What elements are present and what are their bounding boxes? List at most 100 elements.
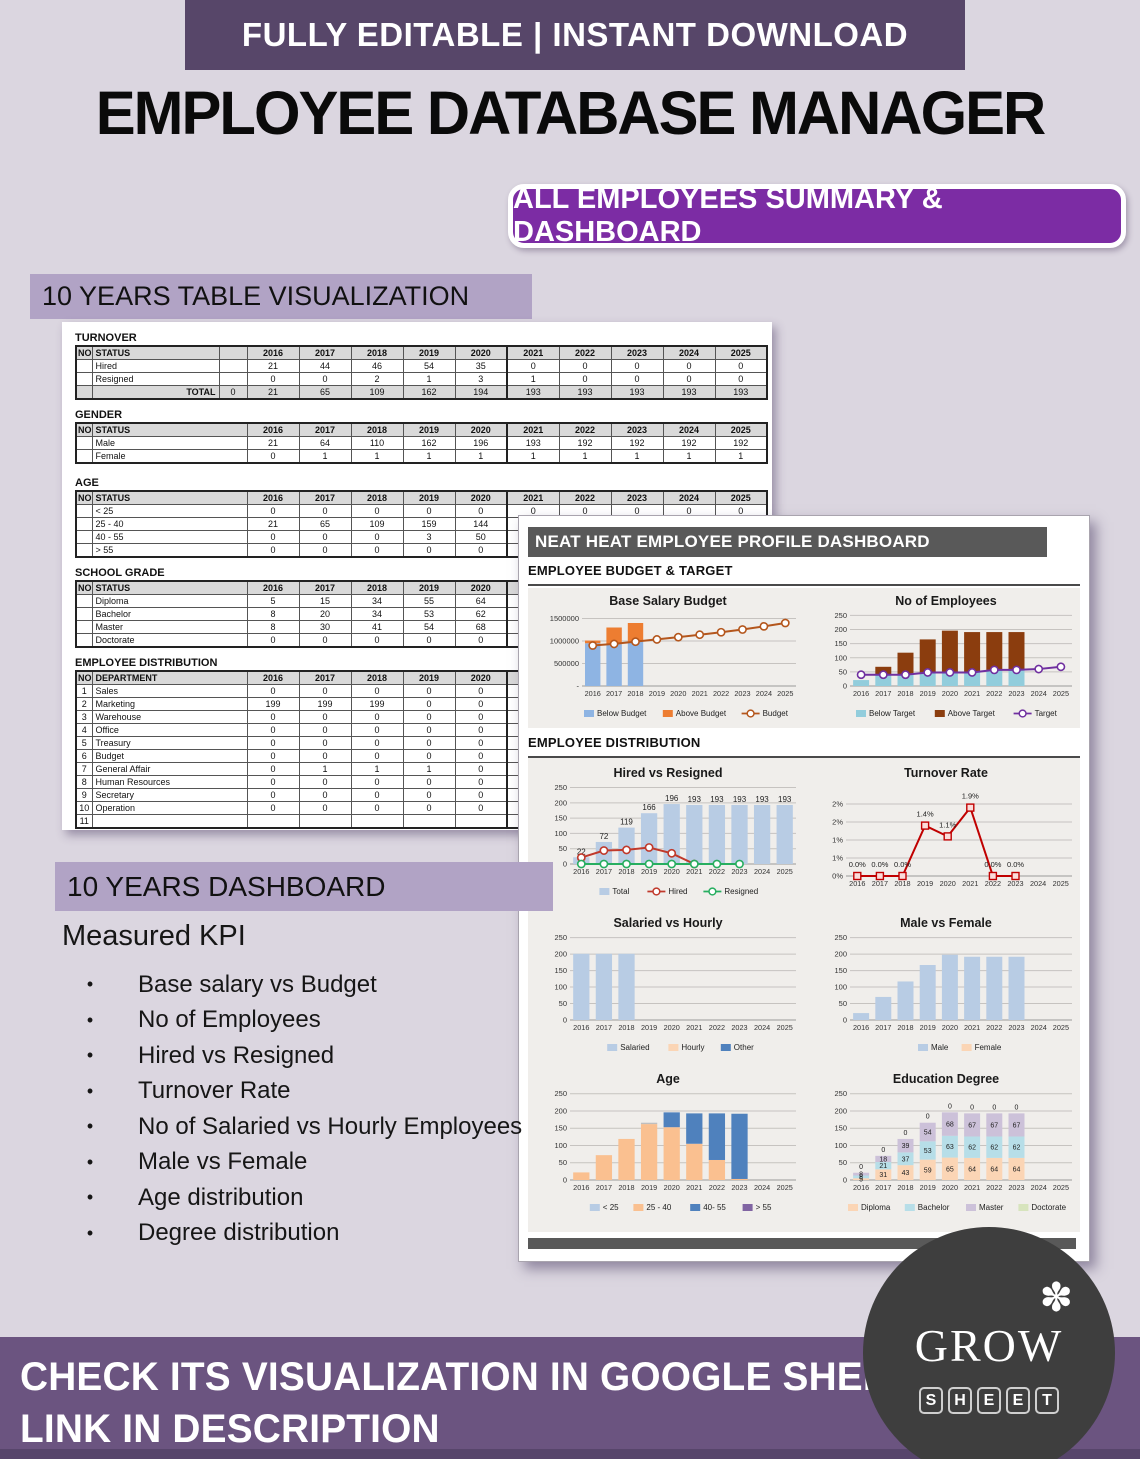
svg-text:2023: 2023 (731, 867, 747, 876)
svg-text:43: 43 (902, 1170, 910, 1177)
svg-text:100: 100 (554, 1141, 567, 1150)
svg-text:67: 67 (968, 1122, 976, 1129)
page-title: EMPLOYEE DATABASE MANAGER (95, 79, 1046, 147)
svg-text:22: 22 (577, 847, 586, 856)
svg-text:200: 200 (554, 798, 567, 807)
svg-text:2018: 2018 (627, 689, 643, 698)
svg-text:2024: 2024 (1031, 689, 1047, 698)
svg-text:2024: 2024 (1031, 1023, 1047, 1032)
svg-text:59: 59 (924, 1167, 932, 1174)
svg-text:2020: 2020 (942, 1183, 958, 1192)
svg-text:2020: 2020 (940, 879, 956, 888)
svg-text:2021: 2021 (686, 1023, 702, 1032)
svg-text:2024: 2024 (754, 1023, 770, 1032)
svg-text:0: 0 (859, 1164, 863, 1171)
bullet-icon: • (86, 1009, 94, 1030)
svg-text:0.0%: 0.0% (849, 860, 866, 869)
svg-text:150: 150 (554, 966, 567, 975)
svg-text:193: 193 (688, 795, 702, 804)
svg-text:2023: 2023 (731, 1023, 747, 1032)
svg-text:2022: 2022 (709, 1023, 725, 1032)
svg-text:250: 250 (834, 933, 847, 942)
svg-text:2019: 2019 (641, 1183, 657, 1192)
svg-text:250: 250 (554, 783, 567, 792)
svg-text:200: 200 (834, 625, 847, 634)
svg-text:2024: 2024 (754, 1183, 770, 1192)
svg-text:0: 0 (948, 1103, 952, 1110)
svg-text:Salaried vs Hourly: Salaried vs Hourly (613, 916, 722, 930)
svg-text:2019: 2019 (641, 1023, 657, 1032)
brand-tile-letter: E (1006, 1387, 1030, 1414)
svg-text:2021: 2021 (686, 867, 702, 876)
table-gender: NO STATUS 2016 2017 2018 2019 2020 2021 2022 2023… (75, 422, 769, 464)
svg-text:2025: 2025 (777, 867, 793, 876)
svg-text:2022: 2022 (709, 867, 725, 876)
svg-text:2021: 2021 (964, 1023, 980, 1032)
svg-text:Education Degree: Education Degree (893, 1072, 999, 1086)
top-ribbon-text: FULLY EDITABLE | INSTANT DOWNLOAD (241, 16, 909, 53)
svg-text:Resigned: Resigned (724, 887, 758, 896)
svg-text:2016: 2016 (853, 689, 869, 698)
svg-text:67: 67 (1013, 1122, 1021, 1129)
svg-text:2021: 2021 (964, 689, 980, 698)
svg-text:1.4%: 1.4% (917, 810, 934, 819)
svg-text:2018: 2018 (618, 867, 634, 876)
svg-text:2017: 2017 (596, 867, 612, 876)
table-turnover: NO STATUS 2016 2017 2018 2019 2020 2021 2022 2023… (75, 345, 768, 400)
svg-text:2020: 2020 (664, 867, 680, 876)
svg-text:193: 193 (710, 795, 724, 804)
chart-age: Age 0 50 100 150 200 250 2016 2017 2018 2019 2020 20… (532, 1068, 804, 1220)
svg-text:Above Budget: Above Budget (676, 709, 727, 718)
svg-text:2022: 2022 (986, 689, 1002, 698)
svg-text:193: 193 (755, 795, 769, 804)
bullet-icon: • (86, 1222, 94, 1243)
svg-text:0: 0 (970, 1104, 974, 1111)
chart-svg-no-of-employees: No of Employees 0 50 100 150 200 250 2016 2017 20… (834, 594, 1072, 718)
svg-text:2020: 2020 (664, 1023, 680, 1032)
svg-text:2023: 2023 (1008, 689, 1024, 698)
svg-text:64: 64 (968, 1166, 976, 1173)
svg-text:193: 193 (778, 795, 792, 804)
svg-text:62: 62 (1013, 1145, 1021, 1152)
svg-text:2016: 2016 (573, 1183, 589, 1192)
svg-text:2018: 2018 (897, 1023, 913, 1032)
svg-text:50: 50 (839, 1158, 847, 1167)
svg-text:2020: 2020 (942, 689, 958, 698)
table-title-employee-distribution: EMPLOYEE DISTRIBUTION (75, 657, 218, 669)
brand-tile-letter: H (948, 1387, 972, 1414)
svg-text:0.0%: 0.0% (1007, 860, 1024, 869)
svg-text:Hired vs Resigned: Hired vs Resigned (613, 766, 722, 780)
svg-text:200: 200 (834, 950, 847, 959)
top-ribbon: FULLY EDITABLE | INSTANT DOWNLOAD (185, 0, 965, 70)
svg-text:Target: Target (1035, 709, 1058, 718)
table-title-gender: GENDER (75, 409, 123, 421)
dashboard-title-banner: NEAT HEAT EMPLOYEE PROFILE DASHBOARD (528, 527, 1047, 557)
svg-text:2016: 2016 (853, 1023, 869, 1032)
svg-text:Budget: Budget (763, 709, 789, 718)
subtitle-pill: ALL EMPLOYEES SUMMARY & DASHBOARD (508, 183, 1126, 248)
svg-text:2016: 2016 (573, 1023, 589, 1032)
svg-text:0: 0 (563, 860, 567, 869)
svg-text:200: 200 (554, 1106, 567, 1115)
svg-text:37: 37 (902, 1156, 910, 1163)
svg-text:2023: 2023 (1008, 1183, 1024, 1192)
svg-text:Female: Female (975, 1043, 1002, 1052)
svg-text:2022: 2022 (986, 1023, 1002, 1032)
chart-svg-age: Age 0 50 100 150 200 250 2016 2017 2018 2019 2020 20… (554, 1072, 796, 1212)
svg-text:65: 65 (946, 1166, 954, 1173)
bullet-icon: • (86, 1116, 94, 1137)
svg-text:< 25: < 25 (603, 1203, 619, 1212)
svg-text:2019: 2019 (917, 879, 933, 888)
svg-text:2025: 2025 (1053, 1183, 1069, 1192)
svg-text:0: 0 (881, 1147, 885, 1154)
svg-text:2018: 2018 (618, 1183, 634, 1192)
svg-text:21: 21 (879, 1163, 887, 1170)
svg-text:0%: 0% (832, 872, 843, 881)
svg-text:250: 250 (834, 1089, 847, 1098)
svg-text:2025: 2025 (777, 689, 793, 698)
svg-text:Below Budget: Below Budget (597, 709, 647, 718)
svg-text:No of Employees: No of Employees (895, 594, 996, 608)
